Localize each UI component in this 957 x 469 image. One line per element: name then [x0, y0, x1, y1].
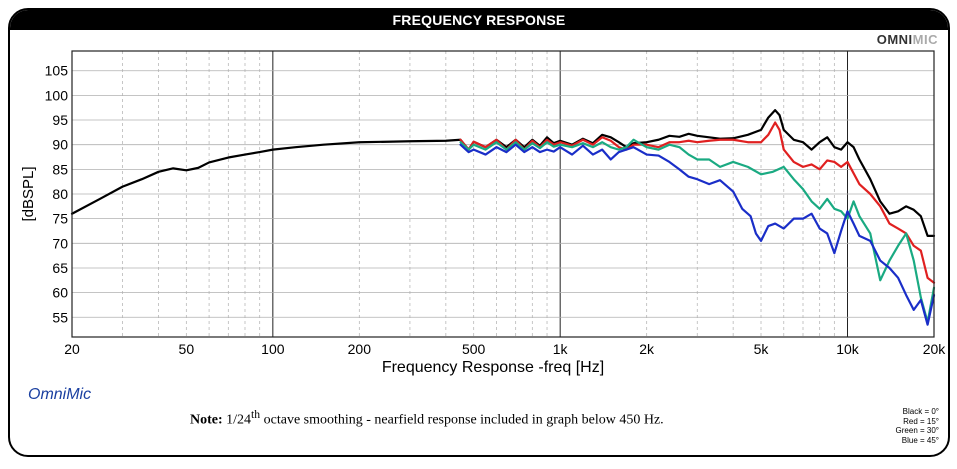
plot-border [71, 50, 935, 338]
smoothing-note: Note: 1/24th octave smoothing - nearfiel… [190, 408, 664, 429]
x-tick-label: 100 [261, 341, 285, 357]
omnimic-label: OmniMic [28, 386, 92, 403]
y-tick-label: 70 [52, 235, 68, 251]
series-line-3 [459, 143, 936, 326]
x-axis-label: Frequency Response -freq [Hz] [382, 359, 604, 376]
x-tick-label: 200 [348, 341, 372, 357]
legend-item-green: Green = 30° [895, 426, 939, 435]
series-line-2 [459, 138, 936, 324]
y-tick-label: 90 [52, 137, 68, 153]
note-sup: th [251, 408, 261, 421]
y-tick-label: 95 [52, 112, 68, 128]
x-tick-label: 20 [64, 341, 80, 357]
note-post: octave smoothing - nearfield response in… [260, 412, 664, 428]
x-tick-label: 500 [462, 341, 486, 357]
note-pre: 1/24 [226, 412, 252, 428]
y-tick-label: 75 [52, 211, 68, 227]
y-tick-label: 100 [45, 87, 69, 103]
y-axis-label: [dBSPL] [20, 166, 37, 221]
legend-item-black: Black = 0° [902, 407, 939, 416]
chart-title: FREQUENCY RESPONSE [10, 10, 948, 30]
note-label: Note: [190, 412, 223, 428]
y-tick-label: 65 [52, 260, 68, 276]
x-tick-label: 2k [639, 341, 655, 357]
y-tick-label: 55 [52, 309, 68, 325]
x-tick-label: 5k [754, 341, 770, 357]
brand-logo: OMNIMIC [877, 32, 938, 47]
y-tick-label: 105 [45, 63, 69, 79]
y-tick-label: 60 [52, 285, 68, 301]
y-tick-label: 85 [52, 161, 68, 177]
legend: Black = 0° Red = 15° Green = 30° Blue = … [896, 407, 939, 445]
series-line-0 [70, 109, 936, 238]
x-tick-label: 10k [836, 341, 860, 357]
x-tick-label: 1k [553, 341, 569, 357]
legend-item-blue: Blue = 45° [901, 435, 939, 445]
legend-item-red: Red = 15° [903, 416, 939, 426]
x-tick-label: 50 [179, 341, 195, 357]
x-tick-label: 20k [923, 341, 947, 357]
y-tick-label: 80 [52, 186, 68, 202]
brand-logo-main: OMNI [876, 32, 913, 47]
brand-logo-light: MIC [912, 32, 938, 47]
